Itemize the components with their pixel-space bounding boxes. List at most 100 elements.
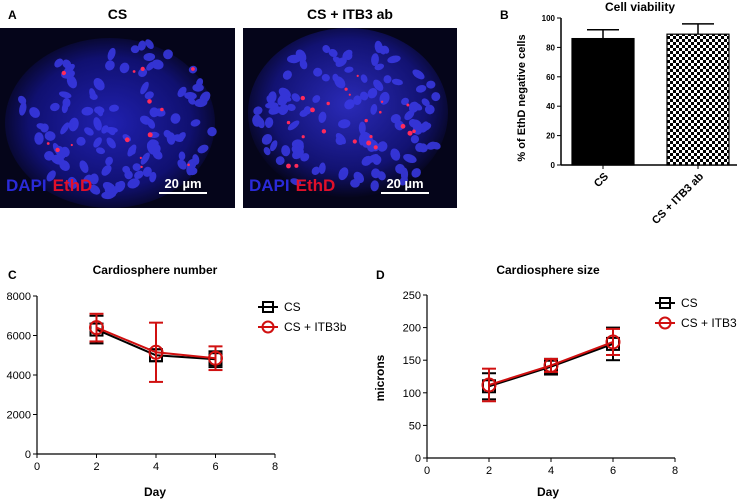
- nucleus: [371, 168, 381, 179]
- nucleus: [291, 145, 300, 154]
- scale-bar-itb3: 20 µm: [381, 176, 429, 194]
- micrograph-itb3-art: [248, 28, 448, 198]
- nucleus: [188, 97, 196, 105]
- nucleus: [105, 60, 115, 71]
- nucleus: [390, 114, 401, 124]
- data-point: [89, 320, 104, 336]
- nucleus: [58, 91, 72, 99]
- nucleus: [261, 134, 273, 145]
- nucleus: [144, 91, 154, 100]
- nucleus: [81, 106, 94, 116]
- nucleus: [170, 113, 181, 124]
- x-tick-label: 0: [424, 465, 430, 477]
- y-tick-label: 250: [403, 290, 421, 302]
- nucleus: [328, 48, 338, 58]
- ethd-spot: [147, 99, 152, 104]
- nucleus: [264, 117, 274, 128]
- legend-marker: [262, 301, 274, 313]
- nucleus: [415, 142, 425, 152]
- scale-label: 20 µm: [164, 176, 202, 191]
- ethd-spot: [286, 120, 291, 125]
- ethd-spot: [356, 74, 359, 77]
- nucleus: [338, 119, 351, 129]
- x-tick-label: 6: [610, 465, 616, 477]
- nucleus: [124, 170, 133, 180]
- ethd-spot: [139, 156, 142, 159]
- x-tick-label: 2: [486, 465, 492, 477]
- y-tick-label: 100: [403, 388, 421, 400]
- ethd-spot: [310, 107, 315, 113]
- legend-marker: [658, 316, 672, 330]
- nucleus: [140, 81, 149, 95]
- nucleus: [287, 120, 300, 131]
- y-tick-label: 8000: [7, 291, 31, 303]
- nucleus: [265, 102, 279, 109]
- nucleus: [267, 91, 277, 104]
- micrograph-itb3: DAPI EthD 20 µm: [243, 28, 457, 208]
- nucleus: [367, 88, 378, 99]
- nucleus: [275, 156, 285, 166]
- nucleus: [290, 178, 302, 186]
- nucleus: [148, 139, 159, 147]
- nucleus: [279, 94, 292, 102]
- nucleus: [177, 86, 187, 98]
- nucleus: [190, 119, 201, 127]
- data-point: [148, 344, 164, 360]
- nucleus: [106, 137, 116, 149]
- nucleus: [207, 126, 217, 137]
- nucleus: [50, 102, 60, 112]
- nucleus: [344, 66, 354, 73]
- nucleus: [360, 74, 368, 83]
- nucleus: [127, 144, 137, 157]
- panel-letter-a: A: [8, 8, 17, 22]
- x-tick-label: 8: [272, 461, 278, 473]
- x-tick-label: 0: [34, 461, 40, 473]
- nucleus: [101, 125, 109, 134]
- ethd-spot: [187, 163, 190, 167]
- nucleus: [344, 99, 355, 110]
- y-tick-label: 80: [546, 43, 555, 52]
- ethd-spot: [326, 101, 330, 106]
- nucleus: [332, 73, 339, 83]
- stain-legend-cs: DAPI EthD: [6, 176, 92, 196]
- nucleus: [322, 45, 331, 53]
- nucleus: [163, 129, 172, 138]
- nucleus: [130, 45, 140, 54]
- x-tick-label: CS + ITB3 ab: [650, 170, 706, 226]
- nucleus: [291, 93, 301, 102]
- ethd-spot: [70, 143, 73, 147]
- nucleus: [62, 59, 72, 69]
- x-tick-label: 6: [212, 461, 218, 473]
- ethd-spot: [321, 129, 327, 134]
- nucleus: [360, 131, 373, 142]
- nucleus: [93, 137, 102, 148]
- nucleus: [282, 70, 292, 80]
- nucleus: [278, 104, 289, 116]
- nucleus: [303, 106, 312, 115]
- data-point: [543, 357, 559, 373]
- nucleus: [177, 159, 187, 170]
- nucleus: [107, 127, 116, 136]
- scale-bar-line: [381, 192, 429, 194]
- ethd-spot: [301, 135, 305, 139]
- nucleus: [163, 49, 173, 60]
- nucleus: [89, 184, 101, 195]
- bar: [666, 33, 730, 166]
- nucleus: [178, 151, 186, 161]
- nucleus: [40, 123, 49, 133]
- nucleus: [101, 165, 112, 176]
- chart-cardiosphere-size: Cardiosphere size Day microns 0 50 100 150 2…: [373, 263, 737, 499]
- nucleus: [300, 153, 310, 162]
- nucleus: [138, 40, 146, 51]
- x-tick-label: 8: [672, 465, 678, 477]
- nucleus: [96, 147, 105, 155]
- ethd-spot: [286, 163, 291, 169]
- nucleus: [431, 142, 441, 150]
- nucleus: [93, 78, 105, 91]
- ethd-spot: [300, 95, 305, 101]
- x-tick-label: CS: [592, 171, 611, 190]
- nucleus: [140, 152, 150, 165]
- nucleus: [46, 170, 56, 182]
- nucleus: [68, 117, 79, 132]
- nucleus: [44, 131, 56, 141]
